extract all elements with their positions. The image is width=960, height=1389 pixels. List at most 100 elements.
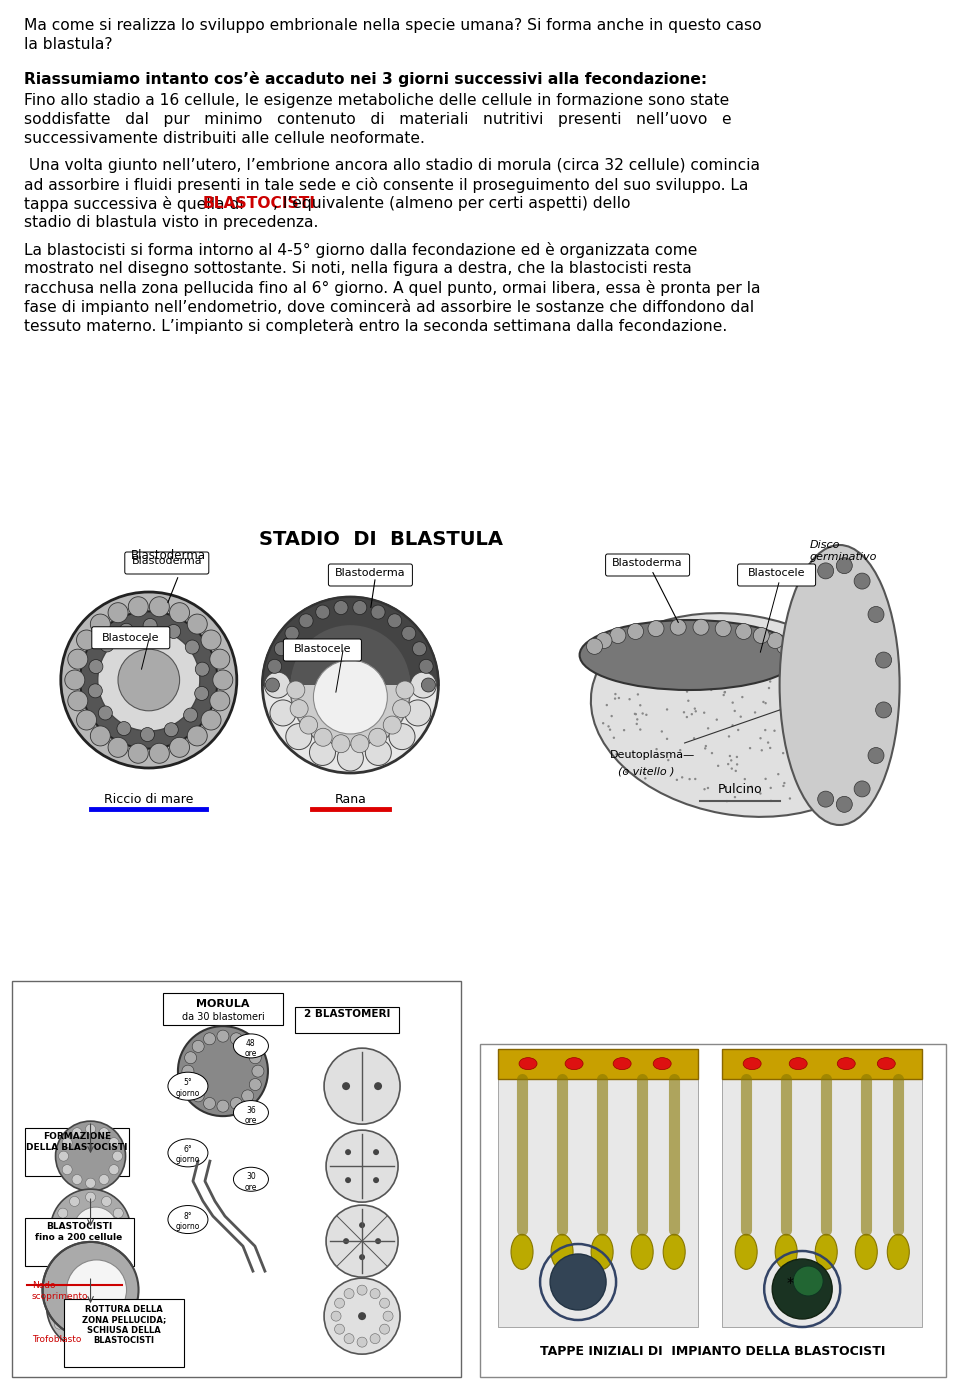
Circle shape	[680, 685, 683, 688]
Circle shape	[300, 614, 313, 628]
Circle shape	[617, 697, 620, 699]
FancyBboxPatch shape	[328, 564, 413, 586]
Circle shape	[709, 672, 712, 675]
Circle shape	[801, 653, 804, 656]
Circle shape	[265, 678, 279, 692]
Circle shape	[178, 1026, 268, 1117]
Text: 2 BLASTOMERI: 2 BLASTOMERI	[304, 1010, 391, 1020]
Circle shape	[587, 639, 603, 654]
Circle shape	[814, 690, 817, 693]
Circle shape	[834, 774, 837, 776]
Circle shape	[324, 1278, 400, 1354]
Ellipse shape	[551, 1235, 573, 1270]
Circle shape	[66, 1260, 127, 1320]
Circle shape	[108, 603, 128, 622]
Circle shape	[74, 1207, 117, 1251]
Circle shape	[357, 1338, 367, 1347]
Circle shape	[612, 736, 615, 739]
Circle shape	[760, 663, 762, 665]
Circle shape	[681, 776, 684, 779]
Circle shape	[640, 656, 643, 658]
Circle shape	[820, 660, 823, 663]
FancyBboxPatch shape	[25, 1128, 129, 1176]
Text: Deutoplasma—: Deutoplasma—	[610, 750, 695, 760]
Circle shape	[170, 603, 189, 622]
Circle shape	[316, 606, 329, 619]
Ellipse shape	[663, 1235, 685, 1270]
Circle shape	[723, 694, 725, 696]
Circle shape	[684, 685, 686, 688]
Text: la blastula?: la blastula?	[24, 38, 112, 51]
Ellipse shape	[815, 1235, 837, 1270]
Circle shape	[732, 701, 733, 704]
Circle shape	[868, 747, 884, 764]
Circle shape	[656, 747, 658, 750]
Circle shape	[50, 1301, 60, 1311]
Circle shape	[770, 786, 772, 789]
FancyBboxPatch shape	[12, 981, 461, 1376]
Ellipse shape	[837, 1057, 855, 1070]
Circle shape	[818, 674, 821, 676]
FancyBboxPatch shape	[25, 1218, 134, 1267]
Circle shape	[759, 792, 761, 795]
Text: soddisfatte   dal   pur   minimo   contenuto   di   materiali   nutritivi   pres: soddisfatte dal pur minimo contenuto di …	[24, 113, 732, 126]
Circle shape	[639, 704, 641, 707]
Circle shape	[818, 740, 821, 742]
Circle shape	[118, 649, 180, 711]
Circle shape	[803, 664, 805, 665]
Ellipse shape	[887, 1235, 909, 1270]
Circle shape	[804, 772, 806, 775]
Circle shape	[811, 770, 814, 771]
Circle shape	[854, 781, 870, 797]
Circle shape	[402, 626, 416, 640]
Circle shape	[762, 667, 765, 668]
Circle shape	[286, 724, 312, 750]
Text: TAPPE INIZIALI DI  IMPIANTO DELLA BLASTOCISTI: TAPPE INIZIALI DI IMPIANTO DELLA BLASTOC…	[540, 1345, 885, 1358]
Circle shape	[734, 770, 737, 772]
Circle shape	[864, 717, 867, 720]
Circle shape	[791, 632, 793, 635]
Circle shape	[774, 660, 777, 663]
Circle shape	[629, 699, 631, 700]
Circle shape	[345, 1149, 351, 1156]
Circle shape	[656, 640, 659, 642]
Ellipse shape	[743, 1057, 761, 1070]
Circle shape	[81, 611, 217, 749]
Ellipse shape	[653, 1057, 671, 1070]
Circle shape	[366, 739, 392, 765]
Circle shape	[550, 1254, 606, 1310]
Circle shape	[705, 745, 708, 747]
Circle shape	[291, 631, 410, 750]
Circle shape	[636, 722, 638, 725]
Circle shape	[782, 785, 784, 788]
Circle shape	[876, 651, 892, 668]
Circle shape	[268, 660, 281, 674]
Circle shape	[210, 649, 229, 669]
Circle shape	[838, 690, 841, 693]
Circle shape	[734, 663, 736, 665]
Circle shape	[839, 658, 841, 661]
Circle shape	[411, 672, 437, 699]
Text: ad assorbire i fluidi presenti in tale sede e ciò consente il proseguimento del : ad assorbire i fluidi presenti in tale s…	[24, 176, 749, 193]
Text: FORMAZIONE
DELLA BLASTOCISTI: FORMAZIONE DELLA BLASTOCISTI	[26, 1132, 128, 1151]
Circle shape	[802, 688, 804, 689]
Circle shape	[201, 710, 221, 731]
Circle shape	[150, 743, 169, 763]
Circle shape	[104, 1332, 113, 1342]
Circle shape	[290, 700, 308, 718]
Ellipse shape	[168, 1206, 208, 1233]
Circle shape	[657, 658, 659, 661]
Circle shape	[725, 654, 728, 657]
Ellipse shape	[580, 619, 800, 690]
Circle shape	[85, 1178, 96, 1188]
Circle shape	[847, 721, 850, 722]
Circle shape	[639, 728, 641, 731]
Circle shape	[823, 725, 826, 728]
Text: , l’equivalente (almeno per certi aspetti) dello: , l’equivalente (almeno per certi aspett…	[274, 196, 631, 211]
Text: da 30 blastomeri: da 30 blastomeri	[181, 1013, 264, 1022]
Circle shape	[690, 713, 693, 715]
Circle shape	[357, 1285, 367, 1295]
Circle shape	[113, 1240, 123, 1250]
FancyBboxPatch shape	[722, 1049, 923, 1079]
Circle shape	[825, 783, 828, 786]
